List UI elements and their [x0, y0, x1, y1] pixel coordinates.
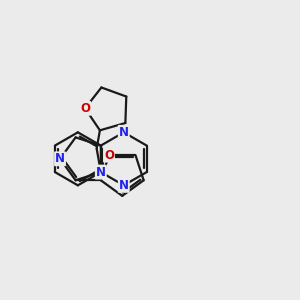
Text: N: N — [119, 126, 129, 139]
Text: N: N — [96, 166, 106, 178]
Text: N: N — [55, 152, 65, 165]
Text: O: O — [104, 148, 114, 162]
Text: O: O — [80, 102, 90, 115]
Text: N: N — [119, 179, 129, 192]
